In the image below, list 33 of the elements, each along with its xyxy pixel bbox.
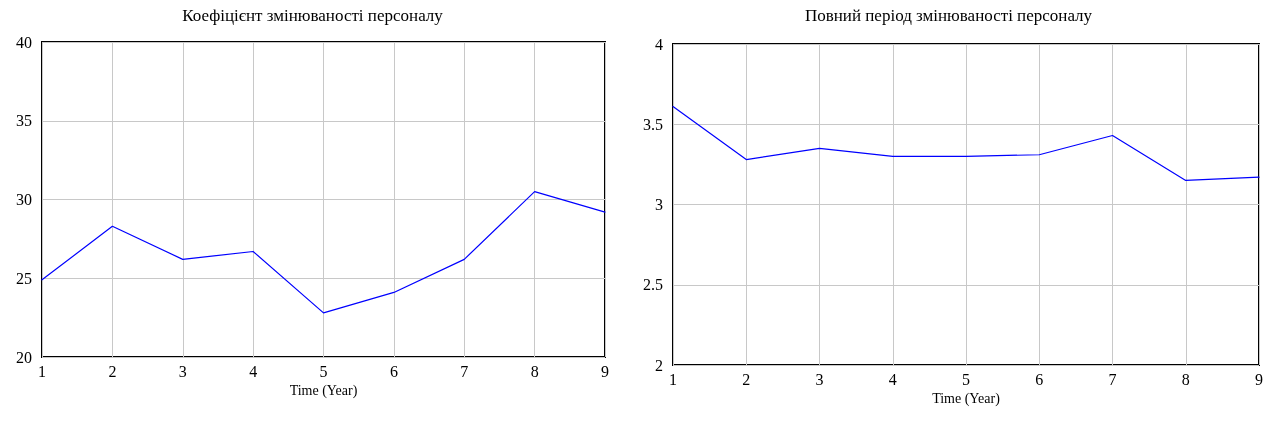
x-tick-label: 9 [1255,370,1263,388]
y-tick-label: 3.5 [643,115,663,133]
y-tick-label: 20 [16,348,32,366]
y-tick-label: 40 [16,33,32,51]
x-tick-label: 5 [319,362,328,380]
x-tick-label: 1 [669,370,677,388]
line-series [41,191,606,314]
y-tick-label: 25 [16,269,32,287]
x-tick-label: 4 [888,370,897,388]
x-tick-label: 8 [1181,370,1190,388]
x-tick-label: 6 [1035,370,1044,388]
x-tick-label: 7 [460,362,469,380]
line-series [672,106,1260,182]
x-tick-label: 9 [601,362,609,380]
x-tick-label: 6 [389,362,398,380]
x-tick-label: 1 [38,362,46,380]
x-axis-title: Time (Year) [289,383,358,400]
x-tick-label: 8 [530,362,539,380]
y-tick-label: 35 [16,112,32,130]
y-tick-label: 3 [655,196,663,213]
x-tick-label: 5 [962,370,970,388]
x-tick-label: 3 [178,362,187,380]
chart-title: Коефіцієнт змінюваності персоналу [182,6,444,25]
chart-title: Повний період змінюваності персоналу [804,6,1093,25]
y-tick-label: 2.5 [643,276,663,294]
x-tick-label: 2 [742,370,751,388]
x-tick-label: 7 [1108,370,1117,388]
x-tick-label: 4 [249,362,258,380]
y-tick-label: 4 [655,35,663,53]
x-tick-label: 2 [108,362,117,380]
x-axis-title: Time (Year) [932,391,1001,408]
x-tick-label: 3 [815,370,824,388]
y-tick-label: 30 [16,191,32,208]
